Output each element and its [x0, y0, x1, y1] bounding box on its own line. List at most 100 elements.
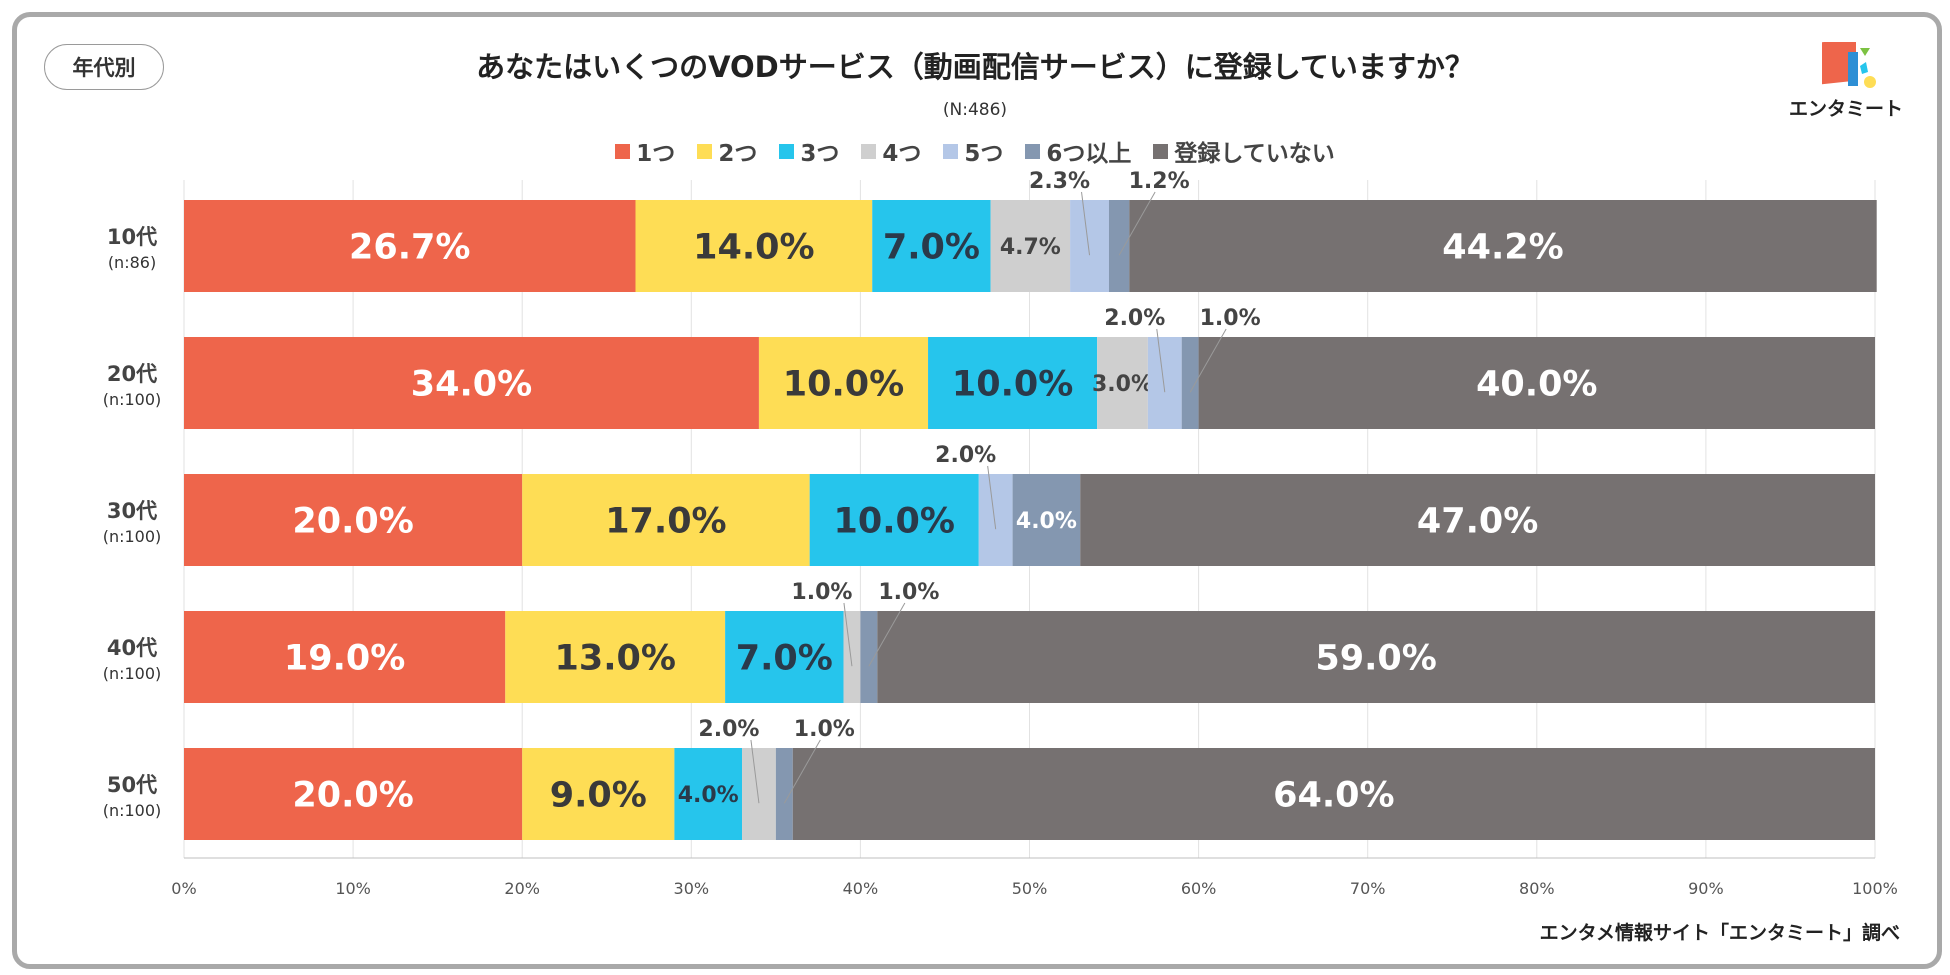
data-label: 47.0% — [1417, 502, 1538, 542]
legend-item: 4つ — [861, 134, 921, 168]
legend-label: 3つ — [800, 141, 840, 167]
bar-segment — [809, 474, 979, 566]
legend-item: 登録していない — [1153, 134, 1335, 168]
bar-segment — [184, 200, 636, 292]
data-label: 9.0% — [550, 776, 647, 816]
bar-segment — [522, 474, 810, 566]
data-label: 19.0% — [284, 639, 405, 679]
bar-segment — [1108, 200, 1130, 292]
logo-text: エンタミート — [1788, 98, 1903, 120]
data-label: 1.0% — [878, 580, 939, 605]
bar-segment — [1198, 337, 1875, 429]
data-label: 4.0% — [678, 783, 739, 808]
legend-label: 2つ — [718, 141, 758, 167]
bar-segment — [990, 200, 1071, 292]
age-group-tag: 年代別 — [44, 44, 164, 90]
bar-segment — [1012, 474, 1081, 566]
data-label: 17.0% — [605, 502, 726, 542]
bar-segment — [725, 611, 844, 703]
data-label: 14.0% — [693, 228, 814, 268]
bar-segment — [877, 611, 1875, 703]
x-tick-label: 40% — [843, 879, 879, 898]
bar-segment — [1129, 200, 1877, 292]
category-label: 50代 — [107, 773, 157, 797]
data-label: 1.0% — [791, 580, 852, 605]
bar-segment — [978, 474, 1013, 566]
legend-swatch — [1025, 143, 1041, 159]
x-tick-label: 20% — [504, 879, 540, 898]
data-label: 2.0% — [1104, 306, 1165, 331]
bar-segment — [184, 611, 506, 703]
leader-line — [868, 602, 906, 667]
bar-segment — [1181, 337, 1199, 429]
legend-label: 5つ — [964, 141, 1004, 167]
chart-legend: 1つ 2つ 3つ 4つ 5つ 6つ以上 登録していない — [0, 134, 1950, 168]
category-label: 20代 — [107, 362, 157, 386]
legend-swatch — [615, 143, 631, 159]
data-label: 7.0% — [883, 228, 980, 268]
data-label: 64.0% — [1273, 776, 1394, 816]
bar-segment — [505, 611, 726, 703]
data-label: 20.0% — [292, 776, 413, 816]
category-label: 10代 — [107, 225, 157, 249]
bar-segment — [1097, 337, 1148, 429]
x-tick-label: 100% — [1852, 879, 1898, 898]
data-label: 2.0% — [698, 717, 759, 742]
data-label: 59.0% — [1315, 639, 1436, 679]
legend-item: 5つ — [943, 134, 1003, 168]
leader-line — [1081, 191, 1091, 256]
bar-segment — [635, 200, 873, 292]
legend-swatch — [779, 143, 795, 159]
leader-line — [1189, 328, 1227, 393]
data-label: 2.3% — [1029, 169, 1090, 194]
data-label: 44.2% — [1442, 228, 1563, 268]
category-n-label: (n:100) — [103, 801, 162, 820]
legend-label: 登録していない — [1174, 141, 1335, 167]
x-tick-label: 10% — [335, 879, 371, 898]
leader-line — [987, 465, 997, 530]
leader-line — [783, 739, 821, 804]
x-tick-label: 60% — [1181, 879, 1217, 898]
legend-swatch — [697, 143, 713, 159]
data-label: 1.0% — [1200, 306, 1261, 331]
data-label: 1.0% — [794, 717, 855, 742]
x-tick-label: 90% — [1688, 879, 1724, 898]
bar-segment — [1147, 337, 1182, 429]
data-label: 10.0% — [834, 502, 955, 542]
data-label: 4.7% — [1000, 235, 1061, 260]
x-tick-label: 0% — [171, 879, 196, 898]
leader-line — [1156, 328, 1166, 393]
legend-label: 4つ — [882, 141, 922, 167]
sample-size: (N:486) — [942, 100, 1008, 120]
bar-segment — [184, 337, 759, 429]
data-label: 10.0% — [783, 365, 904, 405]
category-label: 30代 — [107, 499, 157, 523]
legend-label: 1つ — [636, 141, 676, 167]
leader-line — [1118, 191, 1156, 256]
legend-item: 3つ — [779, 134, 839, 168]
source-note: エンタメ情報サイト「エンタミート」調べ — [1539, 922, 1900, 944]
data-label: 26.7% — [349, 228, 470, 268]
x-tick-label: 30% — [674, 879, 710, 898]
x-tick-label: 70% — [1350, 879, 1386, 898]
legend-item: 1つ — [615, 134, 675, 168]
category-n-label: (n:100) — [103, 527, 162, 546]
bar-segment — [674, 748, 743, 840]
category-n-label: (n:86) — [108, 253, 156, 272]
bar-segment — [775, 748, 793, 840]
data-label: 10.0% — [952, 365, 1073, 405]
legend-item: 6つ以上 — [1025, 134, 1131, 168]
legend-swatch — [861, 143, 877, 159]
bar-segment — [742, 748, 776, 840]
entameat-logo: エンタミート — [1786, 38, 1906, 122]
data-label: 4.0% — [1016, 509, 1077, 534]
leader-line — [750, 739, 760, 804]
data-label: 2.0% — [935, 443, 996, 468]
legend-swatch — [943, 143, 959, 159]
bar-segment — [184, 474, 523, 566]
data-label: 3.0% — [1092, 372, 1153, 397]
data-label: 40.0% — [1476, 365, 1597, 405]
leader-line — [843, 602, 853, 667]
data-label: 13.0% — [554, 639, 675, 679]
